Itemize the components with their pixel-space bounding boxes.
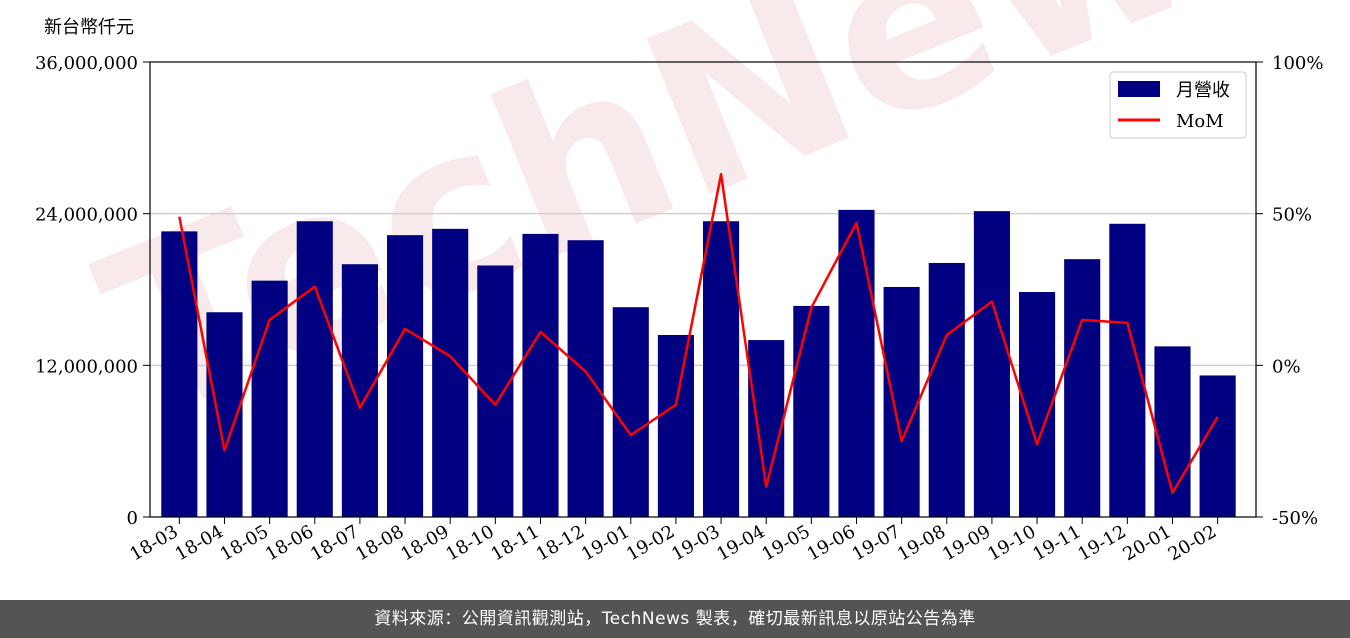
x-tick-label: 19-08 <box>894 521 949 565</box>
y-tick-label: 12,000,000 <box>35 356 138 377</box>
x-tick-label: 19-10 <box>984 521 1039 565</box>
bar <box>161 231 198 517</box>
bar <box>1199 375 1236 517</box>
y-tick-label: 0 <box>127 508 138 529</box>
y2-tick-label: -50% <box>1272 508 1318 529</box>
x-tick-label: 18-06 <box>262 521 317 565</box>
bar <box>341 264 378 517</box>
x-tick-label: 18-09 <box>397 521 452 565</box>
legend-bar-label: 月營收 <box>1176 80 1230 101</box>
x-tick-label: 19-07 <box>849 521 904 565</box>
x-tick-label: 19-12 <box>1074 521 1129 565</box>
y-tick-label: 24,000,000 <box>35 205 138 226</box>
plot-frame <box>149 61 1257 518</box>
x-tick-label: 18-04 <box>172 521 227 565</box>
x-tick-label: 18-08 <box>352 521 407 565</box>
bar <box>432 228 469 518</box>
right-y-ticks: -50% 0% 50% 100% <box>1256 53 1323 529</box>
x-tick-label: 18-05 <box>217 521 272 565</box>
bar <box>296 221 333 517</box>
x-tick-label: 20-02 <box>1165 521 1220 565</box>
chart: TechNews 新台幣仟元 012,000,00024,000,00036,0… <box>35 0 1350 565</box>
legend-bar-swatch <box>1118 81 1160 97</box>
x-tick-label: 19-02 <box>623 521 678 565</box>
bar <box>1064 259 1101 517</box>
bar-series <box>161 209 1236 518</box>
bar <box>793 305 830 517</box>
x-tick-label: 19-05 <box>758 521 813 565</box>
x-tick-label: 20-01 <box>1120 521 1175 565</box>
mom-line-series <box>178 172 1219 494</box>
legend: 月營收 MoM <box>1109 71 1247 139</box>
bar <box>387 235 424 517</box>
source-footer: 資料來源：公開資訊觀測站，TechNews 製表，確切最新訊息以原站公告為準 <box>0 600 1350 638</box>
x-tick-label: 19-09 <box>939 521 994 565</box>
left-y-ticks: 0 12,000,000 24,000,000 36,000,000 <box>35 53 150 529</box>
y2-tick-label: 50% <box>1272 205 1312 226</box>
bar <box>748 340 785 517</box>
bar <box>883 286 920 517</box>
bar <box>657 335 694 517</box>
x-ticks: 18-0318-0418-0518-0618-0718-0818-0918-10… <box>126 517 1220 565</box>
x-tick-label: 19-11 <box>1029 521 1084 565</box>
bar <box>522 233 559 517</box>
bar <box>251 280 288 517</box>
x-tick-label: 19-03 <box>668 521 723 565</box>
mom-line <box>178 172 1219 494</box>
legend-line-label: MoM <box>1176 111 1224 132</box>
bar <box>973 211 1010 517</box>
bar <box>928 262 965 517</box>
y-tick-label: 36,000,000 <box>35 53 138 74</box>
x-tick-label: 18-07 <box>307 521 362 565</box>
bar <box>567 240 604 518</box>
bar <box>612 307 649 517</box>
x-tick-label: 18-12 <box>533 521 588 565</box>
x-tick-label: 18-11 <box>488 521 543 565</box>
x-tick-label: 19-01 <box>578 521 633 565</box>
bar <box>703 221 740 517</box>
axes <box>149 61 1257 518</box>
x-tick-label: 18-10 <box>442 521 497 565</box>
y2-tick-label: 0% <box>1272 356 1301 377</box>
x-tick-label: 19-06 <box>804 521 859 565</box>
y2-tick-label: 100% <box>1272 53 1323 74</box>
x-tick-label: 19-04 <box>713 521 768 565</box>
bar <box>838 209 875 517</box>
y-axis-unit-label: 新台幣仟元 <box>44 17 134 38</box>
